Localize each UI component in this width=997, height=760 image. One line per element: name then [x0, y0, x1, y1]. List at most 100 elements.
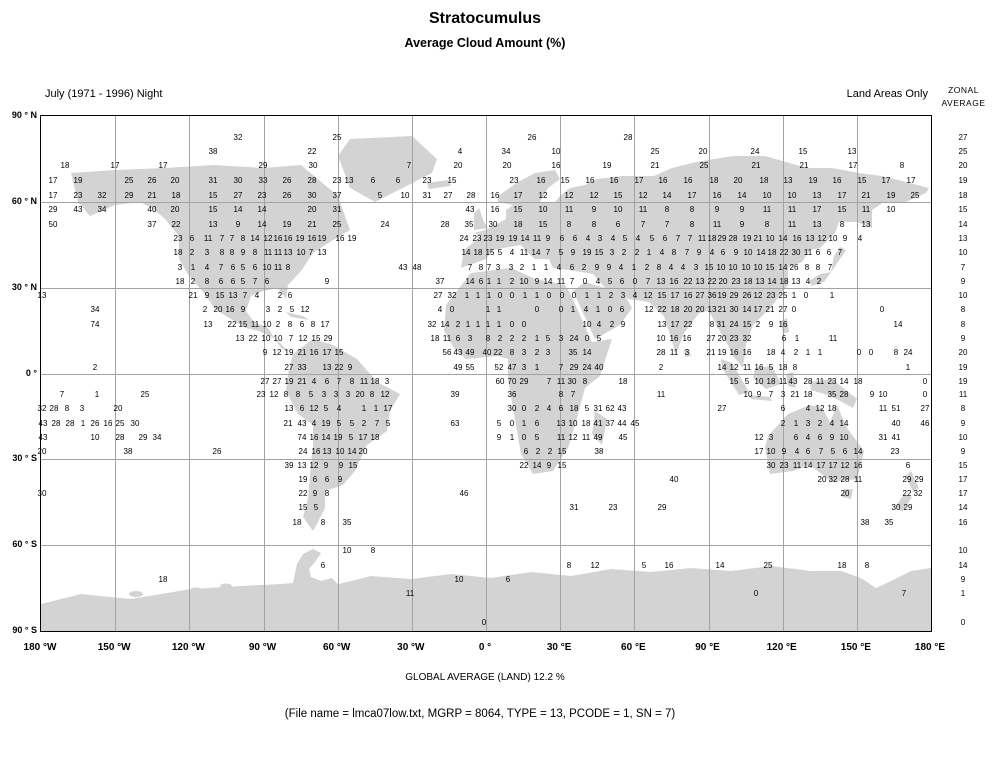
landmass-tasmania	[842, 489, 853, 499]
grid-cell-value: 16	[309, 433, 319, 442]
grid-cell-value: 2	[817, 419, 823, 428]
grid-cell-value: 0	[856, 348, 862, 357]
x-axis-label: 120 °E	[766, 642, 797, 653]
grid-cell-value: 11	[861, 205, 871, 214]
grid-cell-value: 0	[571, 291, 577, 300]
grid-cell-value: 37	[332, 191, 342, 200]
grid-cell-value: 26	[742, 291, 752, 300]
grid-cell-value: 15	[311, 334, 321, 343]
grid-cell-value: 1	[793, 419, 799, 428]
grid-cell-value: 17	[754, 447, 764, 456]
grid-cell-value: 11	[581, 433, 591, 442]
grid-cell-value: 36	[707, 291, 717, 300]
grid-cell-value: 20	[307, 205, 317, 214]
grid-cell-value: 6	[312, 475, 318, 484]
grid-cell-value: 5	[545, 334, 551, 343]
grid-cell-value: 18	[853, 377, 863, 386]
grid-cell-value: 13	[805, 234, 815, 243]
grid-cell-value: 5	[313, 503, 319, 512]
grid-cell-value: 62	[605, 404, 615, 413]
grid-cell-value: 8	[709, 320, 715, 329]
grid-cell-value: 18	[158, 575, 168, 584]
grid-cell-value: 5	[240, 277, 246, 286]
grid-cell-value: 14	[531, 248, 541, 257]
grid-cell-value: 17	[383, 404, 393, 413]
grid-cell-value: 14	[756, 248, 766, 257]
zonal-average-value: 1	[960, 589, 966, 598]
grid-cell-value: 3	[521, 363, 527, 372]
grid-cell-value: 22	[683, 320, 693, 329]
grid-cell-value: 13	[235, 334, 245, 343]
grid-cell-value: 5	[496, 419, 502, 428]
grid-cell-value: 15	[657, 291, 667, 300]
grid-cell-value: 22	[657, 305, 667, 314]
zonal-average-value: 19	[958, 176, 968, 185]
y-axis-label: 30 ° S	[12, 453, 37, 464]
grid-cell-value: 4	[805, 433, 811, 442]
grid-cell-value: 9	[235, 220, 241, 229]
grid-cell-value: 0	[922, 377, 928, 386]
grid-cell-value: 23	[173, 234, 183, 243]
grid-cell-value: 13	[297, 461, 307, 470]
grid-cell-value: 18	[778, 363, 788, 372]
grid-cell-value: 19	[317, 234, 327, 243]
grid-cell-value: 1	[485, 320, 491, 329]
grid-cell-value: 3	[693, 263, 699, 272]
grid-cell-value: 30	[766, 461, 776, 470]
grid-cell-value: 1	[817, 348, 823, 357]
grid-cell-value: 5	[377, 191, 383, 200]
grid-cell-value: 10	[454, 575, 464, 584]
grid-cell-value: 2	[816, 277, 822, 286]
grid-cell-value: 7	[486, 263, 492, 272]
grid-cell-value: 6	[320, 561, 326, 570]
grid-cell-value: 32	[97, 191, 107, 200]
grid-cell-value: 8	[204, 277, 210, 286]
grid-cell-value: 24	[298, 447, 308, 456]
grid-cell-value: 25	[115, 419, 125, 428]
grid-cell-value: 6	[230, 263, 236, 272]
grid-cell-value: 2	[581, 263, 587, 272]
grid-cell-value: 4	[632, 291, 638, 300]
grid-cell-value: 4	[556, 263, 562, 272]
grid-cell-value: 14	[461, 248, 471, 257]
grid-cell-value: 24	[569, 334, 579, 343]
grid-cell-value: 17	[837, 191, 847, 200]
landmass-new-guinea	[810, 379, 857, 408]
grid-cell-value: 10	[262, 320, 272, 329]
grid-cell-value: 25	[332, 220, 342, 229]
grid-cell-value: 10	[839, 433, 849, 442]
grid-cell-value: 16	[778, 320, 788, 329]
grid-cell-value: 5	[596, 334, 602, 343]
grid-cell-value: 5	[289, 305, 295, 314]
grid-cell-value: 1	[373, 404, 379, 413]
grid-cell-value: 2	[534, 404, 540, 413]
grid-cell-value: 21	[283, 419, 293, 428]
grid-cell-value: 27	[272, 377, 282, 386]
grid-cell-value: 12	[380, 390, 390, 399]
grid-cell-value: 8	[566, 561, 572, 570]
grid-cell-value: 6	[299, 320, 305, 329]
grid-cell-value: 6	[324, 377, 330, 386]
grid-cell-value: 2	[644, 263, 650, 272]
grid-cell-value: 18	[173, 248, 183, 257]
grid-cell-value: 1	[496, 305, 502, 314]
zonal-average-value: 14	[958, 220, 968, 229]
grid-cell-value: 20	[213, 305, 223, 314]
grid-cell-value: 19	[298, 475, 308, 484]
grid-cell-value: 28	[839, 390, 849, 399]
grid-cell-value: 5	[336, 419, 342, 428]
grid-cell-value: 13	[283, 248, 293, 257]
landmass-antarctic-island	[190, 587, 202, 593]
grid-cell-value: 15	[557, 461, 567, 470]
grid-cell-value: 7	[374, 419, 380, 428]
grid-cell-value: 8	[320, 518, 326, 527]
grid-cell-value: 16	[853, 461, 863, 470]
grid-cell-value: 23	[256, 390, 266, 399]
grid-cell-value: 21	[790, 390, 800, 399]
grid-cell-value: 6	[720, 248, 726, 257]
grid-cell-value: 17	[634, 176, 644, 185]
landmass-north-america	[71, 165, 350, 354]
grid-cell-value: 16	[832, 176, 842, 185]
grid-cell-value: 1	[361, 404, 367, 413]
